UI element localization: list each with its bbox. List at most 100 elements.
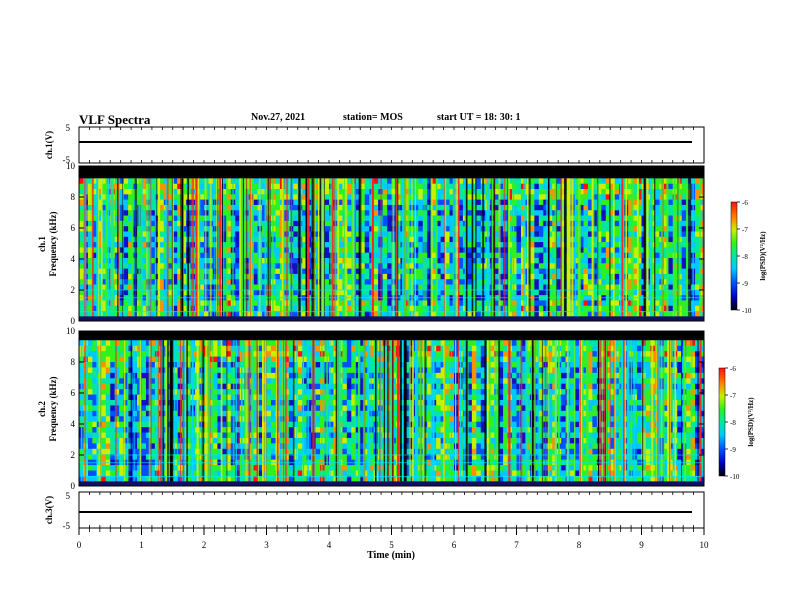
spectrogram-cell [123, 199, 129, 206]
spectrogram-cell [141, 372, 147, 379]
spectrogram-cell [498, 210, 504, 217]
spectrogram-cell [346, 231, 352, 238]
ch1-waveform-frame [78, 126, 705, 164]
spectrogram-cell [547, 268, 553, 275]
spectrogram-cell [141, 252, 147, 259]
spectrogram-cell [471, 199, 477, 206]
spectrogram-cell [556, 273, 562, 280]
spectrogram-cell [204, 300, 210, 307]
spectrogram-cell [699, 252, 705, 259]
spectrogram-cell [235, 421, 241, 428]
spectrogram-cell [614, 178, 620, 185]
spectrogram-cell [101, 194, 107, 201]
spectrogram-cell [355, 257, 361, 264]
spectrogram-cell [302, 236, 308, 243]
spectrogram-cell [467, 242, 473, 248]
spectrogram-cell [373, 247, 379, 254]
ch1-waveform-panel: 5 -5 ch.1(V) [44, 123, 705, 165]
spectrogram-cell [96, 284, 102, 291]
spectrogram-cell [226, 300, 232, 307]
spectrogram-cell [145, 362, 152, 369]
spectrogram-cell [168, 289, 174, 296]
spectrogram-cell [172, 189, 178, 195]
spectrogram-cell [119, 247, 125, 254]
spectrogram-cell [605, 215, 611, 222]
spectrogram-cell [449, 215, 455, 222]
spectrogram-cell [610, 215, 616, 222]
spectrogram-cell [177, 475, 183, 482]
spectrogram-cell [141, 189, 147, 195]
spectrogram-streak [258, 178, 261, 317]
spectrogram-cell [101, 383, 107, 390]
ch1-colorbar: -6-7-8-9-10 log(PSD)(V²/Hz) [730, 199, 767, 315]
spectrogram-cell [614, 268, 620, 275]
spectrogram-cell [579, 215, 585, 222]
spectrogram-cell [440, 247, 446, 254]
spectrogram-cell [275, 189, 281, 195]
spectrogram-cell [141, 465, 147, 472]
spectrogram-cell [145, 427, 152, 434]
spectrogram-cell [212, 345, 218, 352]
spectrogram-cell [123, 252, 129, 259]
spectrogram-cell [587, 189, 593, 195]
spectrogram-cell [413, 242, 419, 248]
spectrogram-cell [92, 183, 98, 190]
spectrogram-cell [596, 242, 602, 248]
spectrogram-cell [221, 421, 227, 428]
spectrogram-cell [476, 311, 482, 317]
spectrogram-cell [101, 252, 107, 259]
spectrogram-cell [181, 252, 187, 259]
spectrogram-cell [476, 199, 482, 206]
spectrogram-cell [503, 268, 509, 275]
spectrogram-cell [382, 215, 388, 222]
spectrogram-cell [516, 199, 522, 206]
spectrogram-cell [516, 215, 522, 222]
spectrogram-cell [226, 204, 232, 211]
spectrogram-cell [172, 252, 178, 259]
spectrogram-cell [154, 194, 160, 201]
spectrogram-cell [471, 215, 477, 222]
spectrogram-cell [476, 305, 482, 312]
spectrogram-cell [154, 289, 160, 296]
spectrogram-cell [654, 263, 660, 270]
spectrogram-cell [534, 284, 540, 291]
spectrogram-cell [534, 178, 540, 185]
spectrogram-cell [141, 236, 147, 243]
spectrogram-cell [395, 183, 402, 190]
spectrogram-cell [217, 362, 223, 369]
ch1-colorbar-label: log(PSD)(V²/Hz) [759, 231, 767, 281]
spectrogram-cell [668, 273, 674, 280]
spectrogram-cell [360, 247, 366, 254]
spectrogram-cell [346, 247, 352, 254]
spectrogram-cell [695, 300, 701, 307]
spectrogram-streak [482, 178, 485, 317]
spectrogram-cell [79, 231, 85, 238]
spectrogram-cell [105, 362, 111, 369]
spectrogram-cell [686, 236, 692, 243]
spectrogram-cell [382, 220, 388, 227]
spectrogram-cell [436, 300, 442, 307]
spectrogram-cell [119, 279, 125, 286]
spectrogram-cell [686, 215, 692, 222]
spectrogram-cell [632, 189, 638, 195]
spectrogram-cell [96, 252, 102, 259]
spectrogram-cell [199, 204, 205, 211]
spectrogram-cell [172, 475, 178, 482]
spectrogram-cell [610, 199, 616, 206]
spectrogram-streak [216, 178, 219, 317]
spectrogram-cell [503, 178, 509, 185]
spectrogram-cell [637, 305, 643, 312]
spectrogram-cell [467, 236, 473, 243]
spectrogram-cell [686, 300, 692, 307]
spectrogram-cell [587, 263, 593, 270]
spectrogram-cell [145, 356, 152, 363]
spectrogram-streak [187, 178, 189, 317]
spectrogram-cell [235, 356, 241, 363]
spectrogram-cell [449, 183, 455, 190]
spectrogram-cell [79, 273, 85, 280]
spectrogram-cell [382, 183, 388, 190]
spectrogram-cell [346, 284, 352, 291]
spectrogram-cell [637, 204, 643, 211]
spectrogram-cell [512, 204, 518, 211]
